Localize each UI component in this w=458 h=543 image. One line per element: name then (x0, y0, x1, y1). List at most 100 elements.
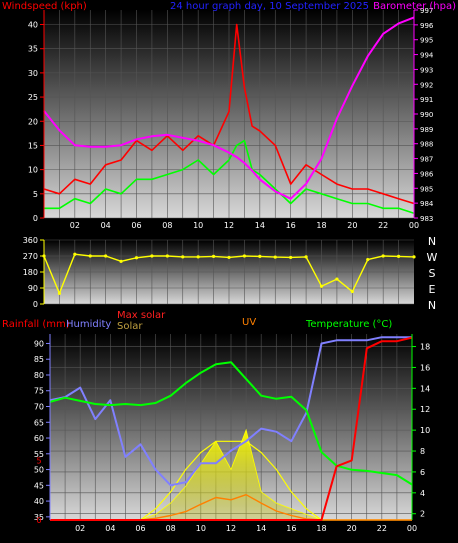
time-tick-label: 22 (377, 524, 387, 533)
wind-direction-point (396, 254, 401, 258)
wind-direction-point (119, 259, 123, 263)
humidity-label: Humidity (66, 319, 111, 330)
humidity-tick-label: 40 (34, 497, 44, 506)
wind-direction-point (88, 254, 92, 258)
time-tick-label: 08 (166, 524, 176, 533)
barometer-tick-label: 984 (420, 200, 434, 208)
wind-direction-point (289, 255, 293, 260)
time-tick-label: 06 (131, 221, 141, 230)
max-solar-label: Max solar (117, 310, 166, 321)
windspeed-tick-label: 0 (33, 214, 38, 223)
time-tick-label: 00 (407, 524, 417, 533)
temperature-tick-label: 8 (420, 447, 425, 456)
temp-time-axis: 02 04 06 08 10 12 14 16 18 20 22 00 (75, 524, 417, 533)
time-tick-label: 10 (193, 221, 203, 230)
time-tick-label: 04 (101, 221, 111, 230)
time-tick-label: 04 (105, 524, 115, 533)
wind-direction-point (242, 254, 247, 258)
time-tick-label: 02 (75, 524, 85, 533)
humidity-tick-label: 70 (34, 403, 44, 412)
time-tick-label: 18 (316, 524, 326, 533)
time-tick-label: 14 (255, 221, 265, 230)
wind-direction-point (319, 284, 324, 288)
rainfall-tick-label: 5 (36, 456, 41, 465)
barometer-tick-label: 991 (420, 96, 433, 104)
time-tick-label: 20 (347, 524, 357, 533)
humidity-line (49, 336, 412, 487)
rainfall-axis: 05 (36, 456, 41, 525)
wind-average-line (44, 139, 415, 214)
temperature-tick-label: 4 (420, 489, 425, 498)
windspeed-tick-label: 10 (28, 166, 38, 175)
windspeed-tick-label: 20 (28, 117, 38, 126)
barometer-tick-label: 997 (420, 7, 433, 15)
temperature-tick-label: 14 (420, 384, 430, 393)
wind-direction-point (335, 277, 339, 281)
wind-direction-point (181, 255, 185, 259)
humidity-tick-label: 35 (34, 513, 44, 522)
windspeed-tick-label: 5 (33, 190, 38, 199)
temperature-tick-label: 6 (420, 468, 425, 477)
direction-series (42, 252, 416, 295)
windspeed-tick-label: 15 (28, 141, 38, 150)
barometer-tick-label: 989 (420, 126, 433, 134)
time-tick-label: 10 (196, 524, 206, 533)
rainfall-tick-label: 0 (36, 516, 41, 525)
wind-direction-point (227, 255, 231, 260)
temp-grid (50, 334, 412, 520)
time-tick-label: 14 (256, 524, 266, 533)
wind-barometer-panel: 0 5 10 15 20 25 30 35 40 983 984 985 986 987 988 989 99… (2, 1, 456, 230)
direction-tick-label: 360 (23, 236, 38, 245)
barometer-tick-label: 990 (420, 111, 433, 119)
rainfall-line (50, 336, 413, 521)
humidity-tick-label: 55 (34, 450, 44, 459)
humidity-tick-label: 80 (34, 371, 44, 380)
wind-series (43, 16, 415, 214)
wind-direction-point (366, 257, 370, 262)
humidity-tick-label: 65 (34, 418, 44, 427)
humidity-tick-label: 75 (34, 387, 44, 396)
time-tick-label: 06 (135, 524, 145, 533)
wind-direction-point (258, 254, 262, 258)
solar-label: Solar (117, 321, 143, 332)
wind-direction-point (273, 255, 277, 259)
temp-series (49, 336, 413, 521)
compass-label: S (429, 267, 436, 280)
temperature-label: Temperature (°C) (305, 319, 392, 330)
barometer-tick-label: 994 (420, 52, 434, 60)
rainfall-label: Rainfall (mm) (2, 319, 70, 330)
windspeed-label: Windspeed (kph) (2, 1, 87, 12)
windspeed-tick-label: 40 (28, 21, 38, 30)
windspeed-axis: 0 5 10 15 20 25 30 35 40 (28, 10, 45, 223)
time-tick-label: 20 (347, 221, 357, 230)
time-tick-label: 16 (286, 221, 296, 230)
compass-label: N (428, 299, 436, 312)
barometer-tick-label: 985 (420, 185, 433, 193)
barometer-tick-label: 986 (420, 170, 434, 178)
time-tick-label: 02 (70, 221, 80, 230)
temperature-tick-label: 18 (420, 343, 430, 352)
direction-tick-label: 270 (23, 252, 38, 261)
time-tick-label: 16 (286, 524, 296, 533)
time-tick-label: 00 (409, 221, 419, 230)
wind-direction-point (73, 252, 77, 256)
wind-direction-point (211, 254, 216, 258)
compass-label: N (428, 235, 436, 248)
barometer-tick-label: 992 (420, 81, 433, 89)
humidity-tick-label: 85 (34, 355, 44, 364)
barometer-tick-label: 983 (420, 215, 433, 223)
wind-direction-point (412, 255, 416, 259)
uv-label: UV (242, 317, 256, 328)
wind-direction-point (304, 255, 308, 259)
temperature-tick-label: 10 (420, 426, 430, 435)
barometer-label: Barometer (hpa) (373, 1, 456, 12)
temperature-tick-label: 16 (420, 363, 430, 372)
humidity-tick-label: 90 (34, 339, 44, 348)
wind-gust-line (43, 23, 415, 205)
wind-direction-point (134, 256, 139, 260)
wind-direction-point (350, 289, 354, 294)
